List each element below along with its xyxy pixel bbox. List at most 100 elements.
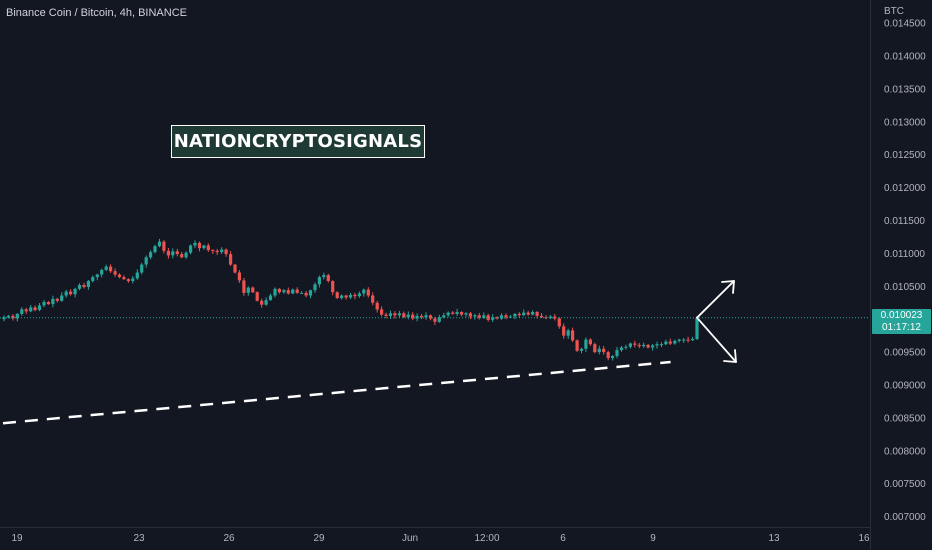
projection-arrows[interactable] (696, 280, 737, 363)
candle (46, 301, 50, 305)
candle (268, 293, 273, 301)
candle (149, 250, 153, 260)
candle (673, 339, 677, 345)
candle (189, 244, 193, 255)
candle (157, 238, 162, 248)
price-tick-label: 0.012500 (884, 150, 926, 161)
candle (211, 249, 215, 254)
time-tick-label: 9 (650, 533, 656, 544)
candle (344, 294, 348, 300)
candle (313, 282, 317, 293)
candle (464, 312, 468, 317)
candle (619, 346, 624, 352)
price-tick-label: 0.010500 (884, 282, 926, 293)
candle (375, 300, 379, 313)
candle (664, 339, 668, 346)
bar-countdown: 01:17:12 (882, 322, 921, 333)
candle (562, 323, 566, 339)
candle (517, 312, 521, 318)
candle (166, 247, 170, 259)
candle (175, 248, 179, 257)
last-price-badge: 0.010023 01:17:12 (872, 309, 931, 334)
candle (224, 248, 228, 257)
time-tick-label: 13 (768, 533, 780, 544)
candle (366, 287, 370, 298)
candle (526, 310, 530, 316)
candle (340, 294, 344, 300)
candle (171, 248, 175, 259)
price-tick-label: 0.007000 (884, 512, 926, 523)
candle (82, 282, 86, 289)
candle (633, 340, 637, 348)
candle (557, 317, 561, 329)
candle (246, 286, 250, 296)
candle (411, 312, 415, 321)
candle (499, 313, 504, 320)
candle (180, 251, 184, 259)
candle (273, 287, 277, 298)
candle (55, 297, 59, 303)
candle (100, 268, 104, 278)
candle (251, 286, 255, 293)
candle (397, 310, 401, 319)
candle (331, 280, 335, 296)
candle (579, 347, 584, 354)
candle (233, 263, 237, 274)
candle (628, 342, 632, 349)
candle (571, 327, 575, 342)
candle (304, 291, 308, 298)
candle (113, 268, 117, 277)
price-tick-label: 0.013000 (884, 117, 926, 128)
candle (277, 288, 281, 294)
candle (162, 240, 166, 254)
candle (51, 295, 55, 308)
candle (86, 280, 90, 290)
candle (655, 341, 659, 349)
candle (566, 328, 570, 339)
candle (420, 313, 424, 320)
candle (424, 312, 428, 320)
candle (6, 314, 10, 319)
candle (428, 314, 433, 321)
candle (206, 243, 210, 252)
price-tick-label: 0.009000 (884, 381, 926, 392)
candle (651, 343, 655, 351)
candle (553, 314, 557, 321)
candle (64, 289, 68, 298)
candle (220, 247, 224, 254)
candle (242, 278, 246, 296)
candle (486, 313, 490, 322)
candle (606, 350, 610, 361)
candle (602, 346, 606, 355)
price-tick-label: 0.014500 (884, 19, 926, 30)
candle (615, 346, 619, 359)
price-tick-label: 0.007500 (884, 479, 926, 490)
candle (29, 305, 33, 313)
candle (326, 273, 330, 283)
candle (451, 311, 455, 315)
candle (95, 273, 99, 281)
candle (122, 275, 126, 280)
candle (33, 305, 37, 312)
candle (642, 342, 646, 348)
candle (477, 313, 481, 320)
time-tick-label: 6 (560, 533, 566, 544)
candle (584, 337, 588, 352)
candle (15, 313, 19, 322)
candle (357, 291, 361, 298)
arrow-down[interactable] (696, 316, 737, 363)
candle (691, 336, 695, 342)
candle (77, 283, 82, 291)
candle (539, 313, 544, 318)
price-tick-label: 0.013500 (884, 84, 926, 95)
price-tick-label: 0.009500 (884, 348, 926, 359)
candle (308, 289, 313, 299)
candle (140, 262, 144, 275)
candle (282, 289, 286, 294)
symbol-title: Binance Coin / Bitcoin, 4h, BINANCE (6, 7, 187, 19)
arrow-up[interactable] (696, 280, 735, 319)
support-trendline[interactable] (2, 360, 671, 425)
candle (575, 339, 579, 352)
candle (131, 276, 135, 284)
